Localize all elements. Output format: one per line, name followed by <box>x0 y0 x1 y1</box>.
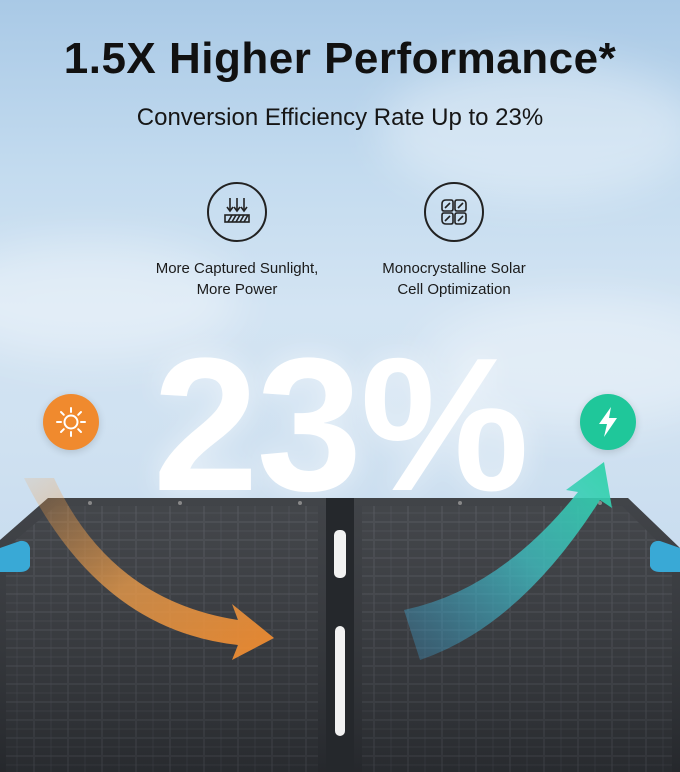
sun-badge <box>43 394 99 450</box>
power-badge <box>580 394 636 450</box>
sun-icon <box>56 407 86 437</box>
subheadline: Conversion Efficiency Rate Up to 23% <box>136 104 544 131</box>
sky-haze <box>420 300 680 430</box>
sunlight-absorption-icon <box>207 182 267 242</box>
feature-line: Monocrystalline Solar <box>382 260 526 277</box>
right-mount-tab <box>650 540 680 572</box>
incoming-sunlight-arrow <box>24 478 274 660</box>
hinge-slot <box>335 626 345 736</box>
output-power-arrow <box>404 462 612 660</box>
feature-label: Monocrystalline Solar Cell Optimization <box>344 258 564 300</box>
feature-monocrystalline: Monocrystalline Solar Cell Optimization <box>344 182 564 300</box>
hinge-slot <box>334 530 346 578</box>
feature-label: More Captured Sunlight, More Power <box>127 258 347 300</box>
efficiency-stat: 23% <box>152 319 529 531</box>
sky-haze <box>380 60 680 200</box>
feature-line: More Captured Sunlight, <box>155 260 319 277</box>
headline: 1.5X Higher Performance* <box>63 34 617 83</box>
sky-haze <box>0 240 240 360</box>
feature-captured-sunlight: More Captured Sunlight, More Power <box>127 182 347 300</box>
feature-line: More Power <box>196 281 278 298</box>
monocrystalline-cell-icon <box>424 182 484 242</box>
lightning-bolt-icon <box>599 407 617 437</box>
feature-line: Cell Optimization <box>397 281 511 298</box>
left-mount-tab <box>0 540 30 572</box>
